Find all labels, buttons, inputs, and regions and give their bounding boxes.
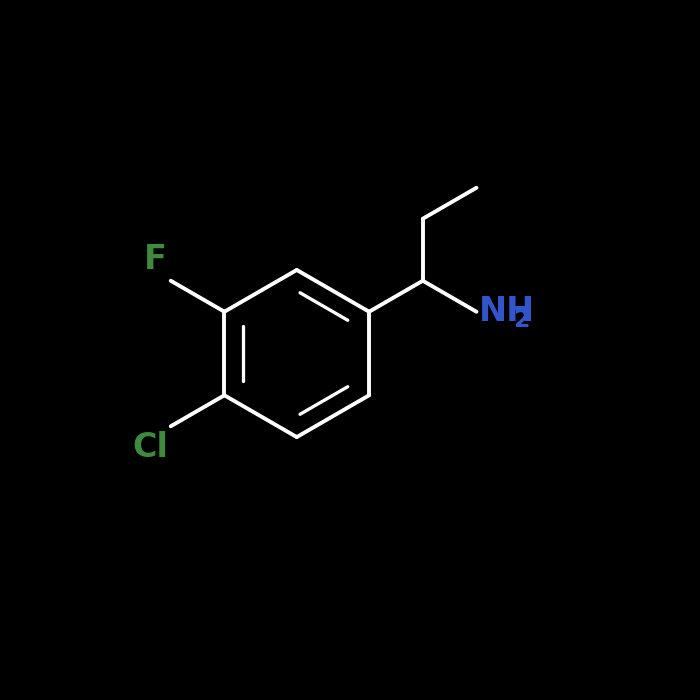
Text: Cl: Cl xyxy=(132,430,168,463)
Text: F: F xyxy=(144,244,167,276)
Text: 2: 2 xyxy=(513,309,529,332)
Text: NH: NH xyxy=(480,295,536,328)
